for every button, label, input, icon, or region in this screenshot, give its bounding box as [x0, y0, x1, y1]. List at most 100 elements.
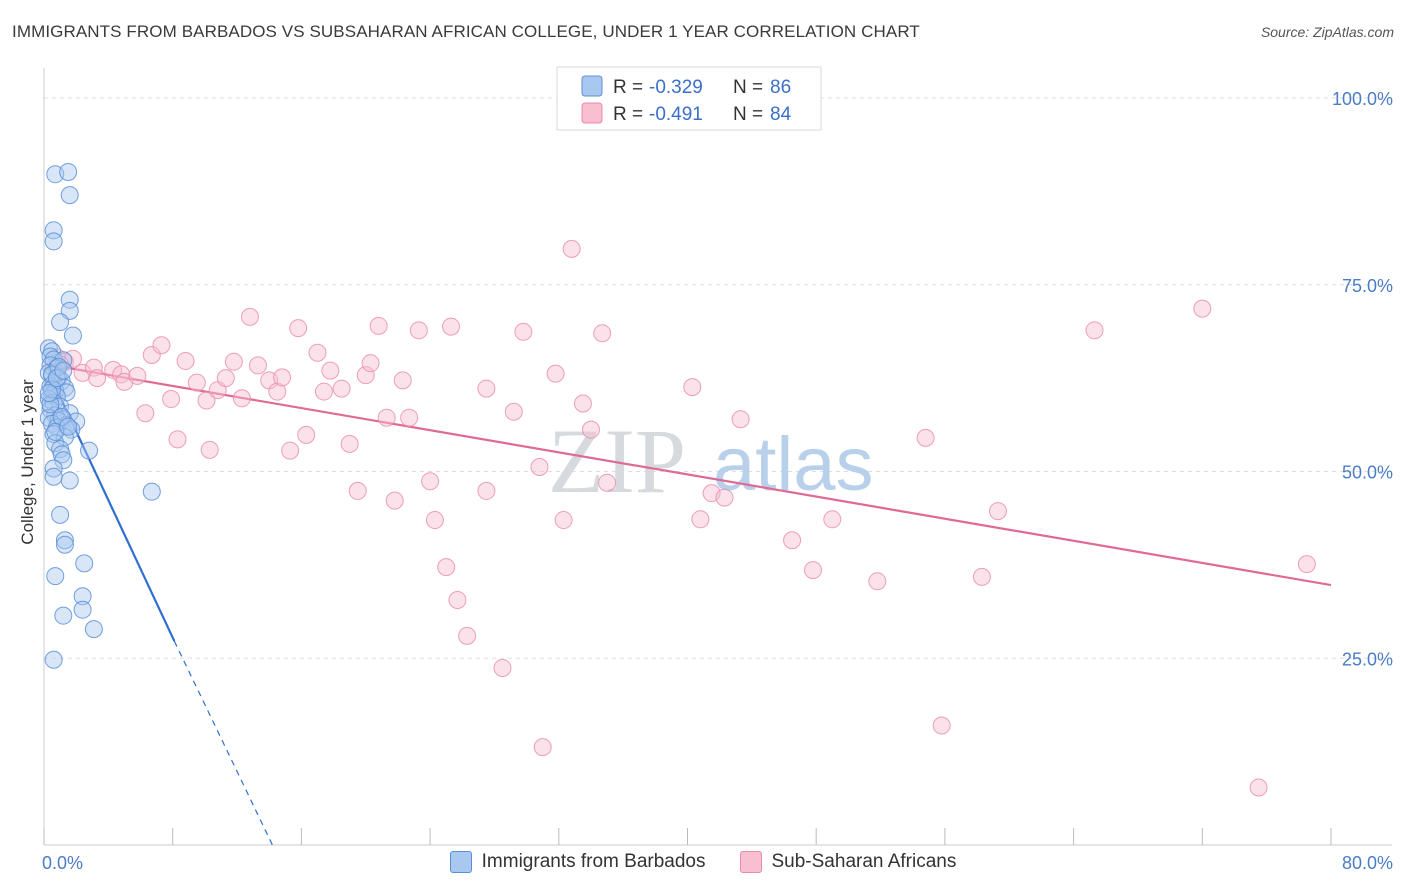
point-sub-saharan-africans [176, 351, 195, 370]
legend-item-subsaharan[interactable]: Sub-Saharan Africans [739, 851, 956, 873]
point-sub-saharan-africans [533, 738, 552, 757]
point-sub-saharan-africans [321, 361, 340, 380]
point-sub-saharan-africans [224, 352, 243, 371]
x-tick-label-min: 0.0% [42, 853, 83, 873]
point-immigrants-from-barbados [60, 186, 79, 205]
watermark: ZIP atlas [548, 410, 874, 512]
axes [43, 68, 1392, 846]
point-sub-saharan-africans [554, 511, 573, 530]
source-label: Source: ZipAtlas.com [1260, 24, 1394, 40]
point-sub-saharan-africans [514, 322, 533, 341]
point-sub-saharan-africans [88, 369, 107, 388]
point-sub-saharan-africans [573, 394, 592, 413]
legend-n-value-blue: 86 [770, 77, 791, 98]
point-sub-saharan-africans [340, 434, 359, 453]
x-tick-labels: 0.0% 80.0% [42, 853, 1393, 873]
point-immigrants-from-barbados [84, 620, 103, 639]
point-sub-saharan-africans [356, 366, 375, 385]
point-immigrants-from-barbados [44, 232, 63, 251]
point-immigrants-from-barbados [51, 505, 70, 524]
point-sub-saharan-africans [128, 366, 147, 385]
point-immigrants-from-barbados [52, 445, 71, 464]
point-immigrants-from-barbados [60, 471, 79, 490]
legend-n-label-blue: N = [733, 77, 763, 98]
point-immigrants-from-barbados [73, 600, 92, 619]
legend-n-label-pink: N = [733, 104, 763, 125]
point-sub-saharan-africans [493, 658, 512, 677]
point-sub-saharan-africans [1085, 321, 1104, 340]
point-sub-saharan-africans [136, 404, 155, 423]
point-immigrants-from-barbados [44, 650, 63, 669]
trendline-sub-saharan-africans [48, 363, 1332, 587]
point-sub-saharan-africans [1297, 555, 1316, 574]
legend-item-barbados[interactable]: Immigrants from Barbados [449, 851, 706, 873]
point-sub-saharan-africans [308, 343, 327, 362]
point-immigrants-from-barbados [59, 417, 78, 436]
point-sub-saharan-africans [1193, 299, 1212, 318]
point-sub-saharan-africans [504, 402, 523, 421]
point-immigrants-from-barbados [44, 467, 63, 486]
point-immigrants-from-barbados [75, 554, 94, 573]
chart-title: IMMIGRANTS FROM BARBADOS VS SUBSAHARAN A… [12, 22, 920, 41]
point-sub-saharan-africans [731, 410, 750, 429]
legend-swatch-pink [581, 102, 603, 124]
point-sub-saharan-africans [187, 373, 206, 392]
bottom-legend: Immigrants from Barbados Sub-Saharan Afr… [0, 851, 1406, 873]
gridlines [44, 97, 1392, 659]
point-immigrants-from-barbados [47, 369, 66, 388]
point-sub-saharan-africans [477, 379, 496, 398]
watermark-zip: ZIP [548, 410, 686, 512]
point-sub-saharan-africans [240, 307, 259, 326]
series-sub-saharan-africans [44, 239, 1316, 797]
point-sub-saharan-africans [988, 502, 1007, 521]
legend-r-value-pink: -0.491 [649, 104, 703, 125]
point-sub-saharan-africans [314, 382, 333, 401]
y-tick-label: 50.0% [1342, 463, 1393, 483]
point-sub-saharan-africans [458, 626, 477, 645]
series-immigrants-from-barbados [39, 162, 161, 669]
point-immigrants-from-barbados [46, 567, 65, 586]
point-sub-saharan-africans [162, 390, 181, 409]
point-sub-saharan-africans [581, 420, 600, 439]
point-sub-saharan-africans [268, 382, 287, 401]
trendline-barbados-extrapolated [173, 640, 273, 846]
x-tick-label-max: 80.0% [1342, 853, 1393, 873]
point-immigrants-from-barbados [62, 420, 81, 439]
point-immigrants-from-barbados [55, 535, 74, 554]
legend-label-barbados: Immigrants from Barbados [481, 851, 706, 872]
point-immigrants-from-barbados [142, 482, 161, 501]
point-sub-saharan-africans [84, 358, 103, 377]
point-sub-saharan-africans [598, 473, 617, 492]
trendlines [47, 363, 1332, 846]
point-immigrants-from-barbados [73, 587, 92, 606]
point-sub-saharan-africans [393, 371, 412, 390]
legend-n-value-pink: 84 [770, 104, 792, 125]
point-sub-saharan-africans [168, 430, 187, 449]
y-axis-label: College, Under 1 year [18, 379, 37, 545]
point-sub-saharan-africans [437, 558, 456, 577]
point-immigrants-from-barbados [51, 313, 70, 332]
point-sub-saharan-africans [972, 567, 991, 586]
point-immigrants-from-barbados [52, 407, 71, 426]
point-sub-saharan-africans [281, 441, 300, 460]
y-tick-label: 100.0% [1332, 89, 1393, 109]
point-immigrants-from-barbados [54, 606, 73, 625]
point-sub-saharan-africans [916, 428, 935, 447]
point-sub-saharan-africans [442, 317, 461, 336]
point-sub-saharan-africans [152, 336, 171, 355]
correlation-legend: R = -0.329 N = 86 R = -0.491 N = 84 [556, 66, 822, 131]
point-sub-saharan-africans [400, 408, 419, 427]
point-sub-saharan-africans [248, 356, 267, 375]
legend-r-value-blue: -0.329 [649, 77, 703, 98]
point-sub-saharan-africans [593, 324, 612, 343]
point-immigrants-from-barbados [55, 428, 74, 447]
point-sub-saharan-africans [216, 369, 235, 388]
y-tick-label: 75.0% [1342, 276, 1393, 296]
y-tick-labels: 100.0% 75.0% 50.0% 25.0% [1332, 89, 1393, 669]
point-sub-saharan-africans [289, 319, 308, 338]
point-sub-saharan-africans [932, 716, 951, 735]
point-immigrants-from-barbados [41, 395, 60, 414]
point-sub-saharan-africans [425, 511, 444, 530]
point-sub-saharan-africans [448, 590, 467, 609]
